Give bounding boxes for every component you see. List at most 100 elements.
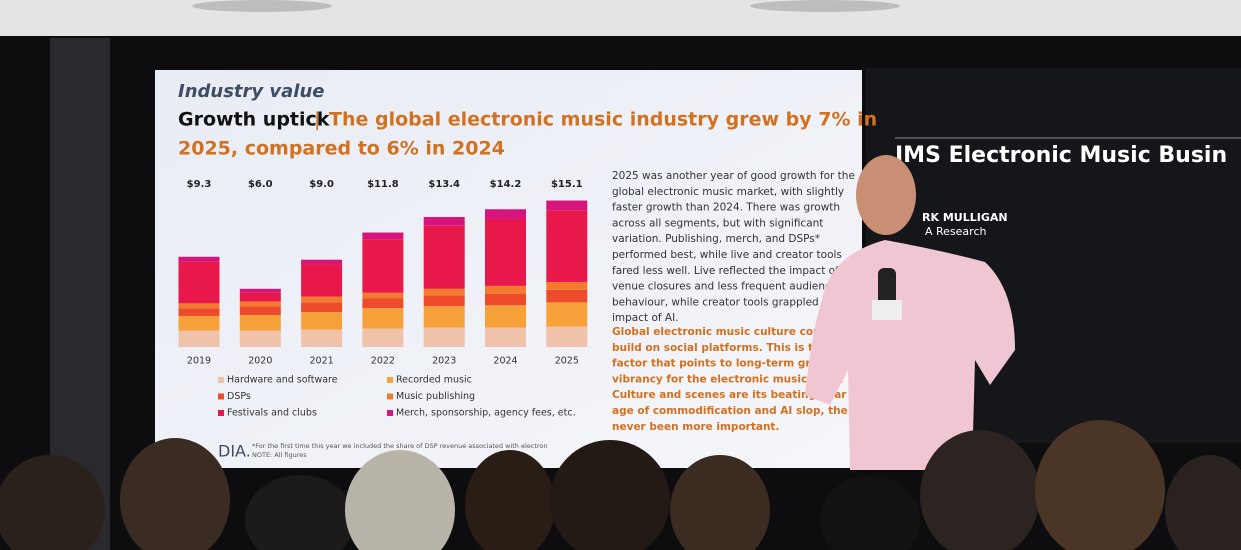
bar-segment [178,315,220,331]
total-label: $13.4 [428,179,460,190]
total-label: $14.2 [490,179,522,190]
bar-segment [301,302,343,313]
body-text: across all segments, but with significan… [612,217,823,229]
bar-segment [546,282,588,290]
bar-segment [485,327,526,347]
bar-segment [485,293,526,306]
bar-segment [178,256,220,262]
bar-segment [546,200,588,211]
bar-segment [362,308,404,329]
body-text: behaviour, while creator tools grappled … [612,296,844,308]
bar-segment [546,289,588,303]
bar-segment [239,306,281,315]
side-speaker: RK MULLIGAN [922,211,1008,224]
bar-segment [423,288,465,296]
body-highlight: factor that points to long-term growth a [612,358,851,370]
bar-segment [301,329,343,347]
bar-segment [178,261,220,304]
bar-segment [178,330,220,347]
x-tick-label: 2019 [187,356,211,367]
bar-segment [239,301,281,307]
bar-segment [546,326,588,347]
legend-swatch [218,393,224,400]
body-highlight: build on social platforms. This is the c… [612,342,860,354]
bar-segment [485,285,526,294]
headline-claim: 2025, compared to 6% in 2024 [178,138,505,160]
body-highlight: vibrancy for the electronic music busin [612,373,843,385]
bar-segment [301,264,343,297]
bar-segment [239,314,281,331]
legend-label: DSPs [227,391,251,402]
bar-segment [301,296,343,303]
body-text: venue closures and less frequent audienc… [612,281,837,293]
bar-segment [485,209,526,219]
bar-segment [362,232,404,240]
bar-segment [485,218,526,286]
bar-segment [362,292,404,299]
audience [0,420,1241,550]
separator: | [314,109,320,131]
body-text: performed best, while live and creator t… [612,249,842,261]
bar-segment [178,303,220,309]
bar-segment [301,312,343,330]
body-text: variation. Publishing, merch, and DSPs* [612,233,820,245]
side-org: A Research [925,225,987,238]
x-tick-label: 2020 [248,356,272,367]
body-text: 2025 was another year of good growth for… [612,170,855,182]
legend-swatch [387,410,393,416]
x-tick-label: 2023 [432,356,456,367]
x-tick-label: 2025 [555,356,579,367]
body-text: impact of AI. [612,312,679,324]
bar-segment [178,308,220,316]
bar-segment [423,225,465,289]
legend-label: Hardware and software [227,375,338,386]
total-label: $15.1 [551,179,583,190]
bar-segment [546,210,588,283]
legend-label: Music publishing [396,391,475,402]
body-highlight: never been more important. [612,421,779,433]
bar-segment [423,295,465,307]
bar-segment [423,217,465,226]
legend-swatch [218,410,224,416]
headline-claim: The global electronic music industry gre… [329,109,877,131]
bar-segment [423,327,465,347]
mic-flag [872,300,902,320]
x-tick-label: 2021 [310,356,334,367]
body-text: faster growth than 2024. There was growt… [612,202,840,214]
bar-segment [301,259,343,265]
legend-swatch [387,377,393,383]
body-text: fared less well. Live reflected the impa… [612,265,839,277]
bar-segment [362,239,404,293]
kicker: Industry value [178,81,324,102]
total-label: $11.8 [367,179,399,190]
bar-segment [485,305,526,328]
bar-segment [546,302,588,327]
total-label: $9.3 [187,179,212,190]
ceiling [0,0,1241,36]
speaker-shirt [805,240,1015,470]
speaker [805,155,1015,470]
body-text: global electronic music market, with sli… [612,186,844,198]
total-label: $9.0 [309,179,334,190]
legend-swatch [387,393,393,400]
bar-segment [423,306,465,328]
legend-label: Recorded music [396,375,472,386]
legend-swatch [218,377,224,383]
body-highlight: Global electronic music culture continue… [612,326,866,338]
legend-label: Festivals and clubs [227,408,317,419]
total-label: $6.0 [248,179,273,190]
side-title: IMS Electronic Music Busin [895,143,1227,168]
legend-label: Merch, sponsorship, agency fees, etc. [396,408,576,419]
logo: DIA. [218,442,251,461]
headline: Growth uptick [178,109,330,131]
body-highlight: age of commodification and AI slop, the [612,405,848,417]
speaker-head [856,155,916,235]
x-tick-label: 2022 [371,356,395,367]
bar-segment [362,328,404,347]
bar-segment [239,288,281,293]
footnote: NOTE: All figures [252,451,307,459]
bar-segment [362,298,404,309]
bar-segment [239,292,281,302]
